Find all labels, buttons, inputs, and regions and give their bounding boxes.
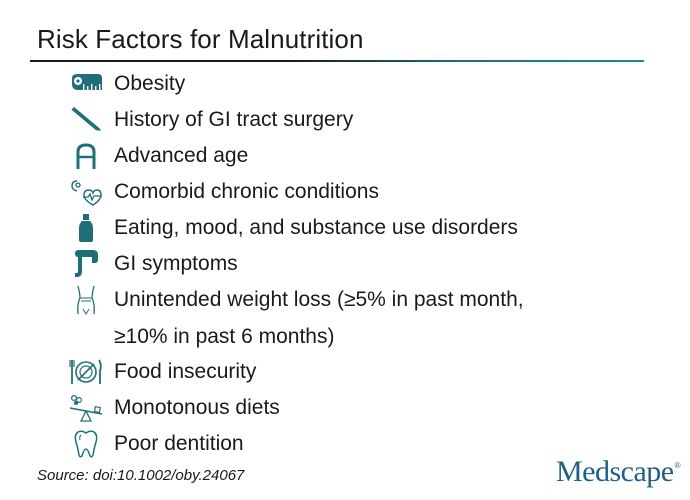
list-item-label-continued: ≥10% in past 6 months) — [114, 325, 335, 348]
scalpel-icon — [66, 104, 106, 136]
logo-registered-mark: ® — [674, 461, 681, 470]
list-item-label: Advanced age — [114, 144, 249, 167]
list-item: Unintended weight loss (≥5% in past mont… — [66, 282, 524, 318]
list-item-label: Food insecurity — [114, 360, 257, 383]
list-item: GI symptoms — [66, 246, 238, 282]
list-item: Food insecurity — [66, 354, 256, 390]
list-item: History of GI tract surgery — [66, 102, 353, 138]
list-item: Monotonous diets — [66, 390, 280, 426]
logo-text: Medscape — [556, 455, 674, 488]
list-item-label: Obesity — [114, 72, 186, 95]
list-item-label: Poor dentition — [114, 432, 244, 455]
list-item-label: Unintended weight loss (≥5% in past mont… — [114, 288, 524, 311]
list-item: Obesity — [66, 66, 185, 102]
list-item: Poor dentition — [66, 426, 244, 462]
medscape-logo: Medscape® — [556, 455, 681, 489]
seesaw-food-icon — [66, 392, 106, 424]
tooth-icon — [66, 428, 106, 460]
heart-health-icon — [66, 176, 106, 208]
page-title: Risk Factors for Malnutrition — [37, 24, 364, 54]
list-item-label: GI symptoms — [114, 252, 238, 275]
list-item-label: Eating, mood, and substance use disorder… — [114, 216, 518, 239]
tape-measure-icon — [66, 68, 106, 100]
source-citation: Source: doi:10.1002/oby.24067 — [37, 467, 245, 484]
body-silhouette-icon — [66, 284, 106, 316]
bottle-icon — [66, 212, 106, 244]
walker-icon — [66, 140, 106, 172]
list-item: Eating, mood, and substance use disorder… — [66, 210, 518, 246]
intestine-icon — [66, 248, 106, 280]
empty-plate-icon — [66, 356, 106, 388]
list-item-label: Comorbid chronic conditions — [114, 180, 379, 203]
list-item-label: History of GI tract surgery — [114, 108, 354, 131]
title-divider — [30, 60, 644, 62]
list-item: Comorbid chronic conditions — [66, 174, 379, 210]
list-item-label: Monotonous diets — [114, 396, 280, 419]
list-item: Advanced age — [66, 138, 248, 174]
